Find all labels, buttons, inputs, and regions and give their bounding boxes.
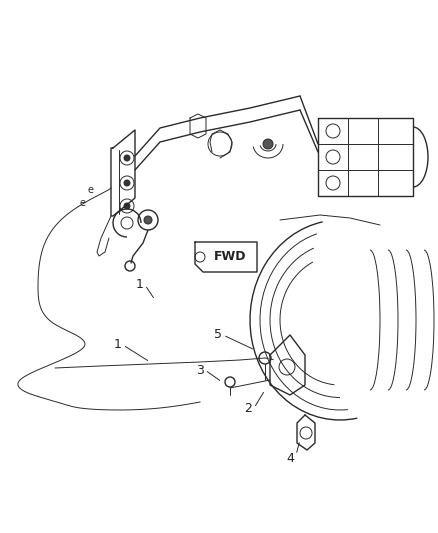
Text: 4: 4 <box>286 451 294 464</box>
Circle shape <box>263 139 273 149</box>
Text: 2: 2 <box>244 401 252 415</box>
Text: FWD: FWD <box>214 251 246 263</box>
Circle shape <box>124 180 130 186</box>
Text: 3: 3 <box>196 364 204 376</box>
Text: 5: 5 <box>214 328 222 342</box>
Circle shape <box>124 203 130 209</box>
Text: e: e <box>80 198 86 208</box>
Circle shape <box>144 216 152 224</box>
Text: e: e <box>88 185 94 195</box>
Text: 1: 1 <box>114 338 122 351</box>
Circle shape <box>124 155 130 161</box>
Text: 1: 1 <box>136 279 144 292</box>
